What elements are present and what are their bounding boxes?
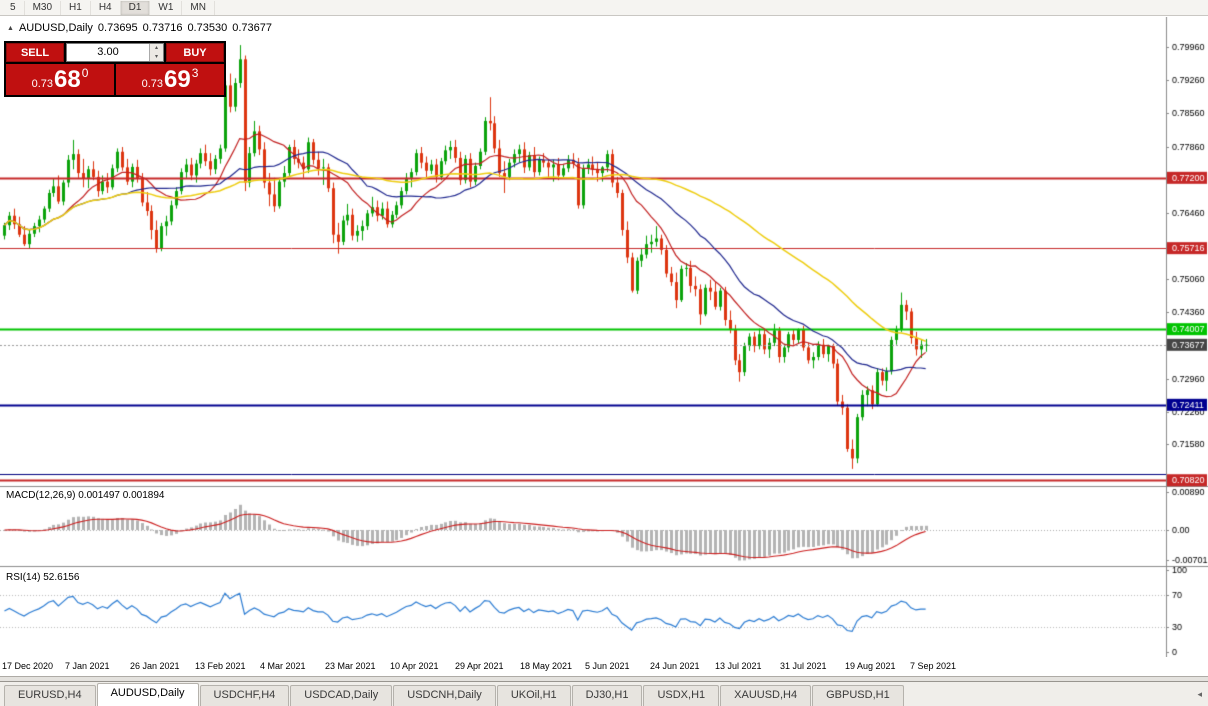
buy-price-big-digits: 69: [164, 65, 191, 93]
chart-symbol-label: AUDUSD,Daily: [18, 22, 93, 34]
volume-increase-icon[interactable]: ▴: [154, 45, 158, 51]
ohlc-open: 0.73695: [97, 22, 138, 34]
sell-price-display[interactable]: 0.73 68 0: [6, 64, 114, 95]
timeframe-button-mn[interactable]: MN: [182, 0, 215, 15]
buy-price-pip-digit: 3: [191, 65, 199, 80]
time-axis-label: 18 May 2021: [520, 661, 573, 671]
timeframe-button-5[interactable]: 5: [2, 0, 25, 15]
chart-ohlc-header: ▲ AUDUSD,Daily 0.73695 0.73716 0.73530 0…: [7, 22, 272, 34]
rsi-indicator-label: RSI(14) 52.6156: [6, 572, 79, 583]
sell-price-big-digits: 68: [54, 65, 81, 93]
buy-price-display[interactable]: 0.73 69 3: [116, 64, 224, 95]
ohlc-low: 0.73530: [187, 22, 228, 34]
timeframe-button-h4[interactable]: H4: [91, 0, 121, 15]
time-axis-label: 26 Jan 2021: [130, 661, 180, 671]
symbol-marker-icon: ▲: [7, 24, 14, 32]
chart-area[interactable]: ▲ AUDUSD,Daily 0.73695 0.73716 0.73530 0…: [0, 17, 1208, 676]
buy-price-prefix: 0.73: [141, 77, 164, 90]
ohlc-close: 0.73677: [232, 22, 272, 34]
macd-indicator-label: MACD(12,26,9) 0.001497 0.001894: [6, 490, 164, 501]
time-axis-label: 31 Jul 2021: [780, 661, 827, 671]
time-axis-label: 10 Apr 2021: [390, 661, 439, 671]
buy-button[interactable]: BUY: [166, 43, 224, 62]
time-axis-label: 19 Aug 2021: [845, 661, 896, 671]
time-axis-label: 13 Feb 2021: [195, 661, 246, 671]
chart-tab-gbpusd[interactable]: GBPUSD,H1: [812, 685, 904, 706]
time-axis-label: 23 Mar 2021: [325, 661, 376, 671]
timeframe-button-w1[interactable]: W1: [150, 0, 183, 15]
chart-tab-xauusd[interactable]: XAUUSD,H4: [720, 685, 812, 706]
time-axis-label: 5 Jun 2021: [585, 661, 630, 671]
rsi-title: RSI(14): [6, 572, 41, 583]
macd-values: 0.001497 0.001894: [78, 490, 165, 501]
chart-splitter[interactable]: [0, 676, 1208, 681]
sell-button[interactable]: SELL: [6, 43, 64, 62]
one-click-trading-panel: SELL 3.00 ▴ ▾ BUY 0.73 68 0 0.73: [4, 41, 226, 97]
time-axis-label: 17 Dec 2020: [2, 661, 54, 671]
time-axis-label: 7 Sep 2021: [910, 661, 957, 671]
time-axis-label: 29 Apr 2021: [455, 661, 504, 671]
time-axis: 17 Dec 2020 7 Jan 2021 26 Jan 2021 13 Feb 2…: [0, 657, 1166, 676]
volume-field[interactable]: 3.00 ▴ ▾: [66, 43, 164, 62]
chart-tab-ukoil[interactable]: UKOil,H1: [496, 685, 571, 706]
tab-scroll-left-icon[interactable]: ◂: [1197, 689, 1202, 699]
time-axis-label: 13 Jul 2021: [715, 661, 762, 671]
timeframe-toolbar: 5 M30 H1 H4 D1 W1 MN: [0, 0, 1208, 16]
chart-tab-usdcnh[interactable]: USDCNH,Daily: [393, 685, 496, 706]
price-chart-canvas[interactable]: [0, 17, 1208, 657]
time-axis-label: 7 Jan 2021: [65, 661, 110, 671]
chart-tab-eurusd[interactable]: EURUSD,H4: [4, 685, 96, 706]
sell-price-pip-digit: 0: [81, 65, 89, 80]
chart-tab-audusd[interactable]: AUDUSD,Daily: [96, 683, 199, 706]
rsi-value: 52.6156: [43, 572, 80, 583]
time-axis-label: 24 Jun 2021: [650, 661, 700, 671]
chart-tabs-bar: EURUSD,H4 AUDUSD,Daily USDCHF,H4 USDCAD,Dai…: [0, 681, 1208, 706]
ohlc-high: 0.73716: [142, 22, 183, 34]
chart-tab-dj30[interactable]: DJ30,H1: [571, 685, 643, 706]
chart-tab-usdx[interactable]: USDX,H1: [643, 685, 720, 706]
time-axis-label: 4 Mar 2021: [260, 661, 306, 671]
volume-spinner: ▴ ▾: [149, 44, 163, 61]
sell-price-prefix: 0.73: [31, 77, 54, 90]
chart-tab-usdcad[interactable]: USDCAD,Daily: [290, 685, 393, 706]
timeframe-button-h1[interactable]: H1: [61, 0, 91, 15]
volume-value: 3.00: [97, 46, 119, 58]
macd-title: MACD(12,26,9): [6, 490, 76, 501]
timeframe-button-d1[interactable]: D1: [120, 0, 151, 15]
volume-decrease-icon[interactable]: ▾: [154, 53, 158, 60]
chart-tab-usdchf[interactable]: USDCHF,H4: [199, 685, 290, 706]
timeframe-button-m30[interactable]: M30: [25, 0, 62, 15]
